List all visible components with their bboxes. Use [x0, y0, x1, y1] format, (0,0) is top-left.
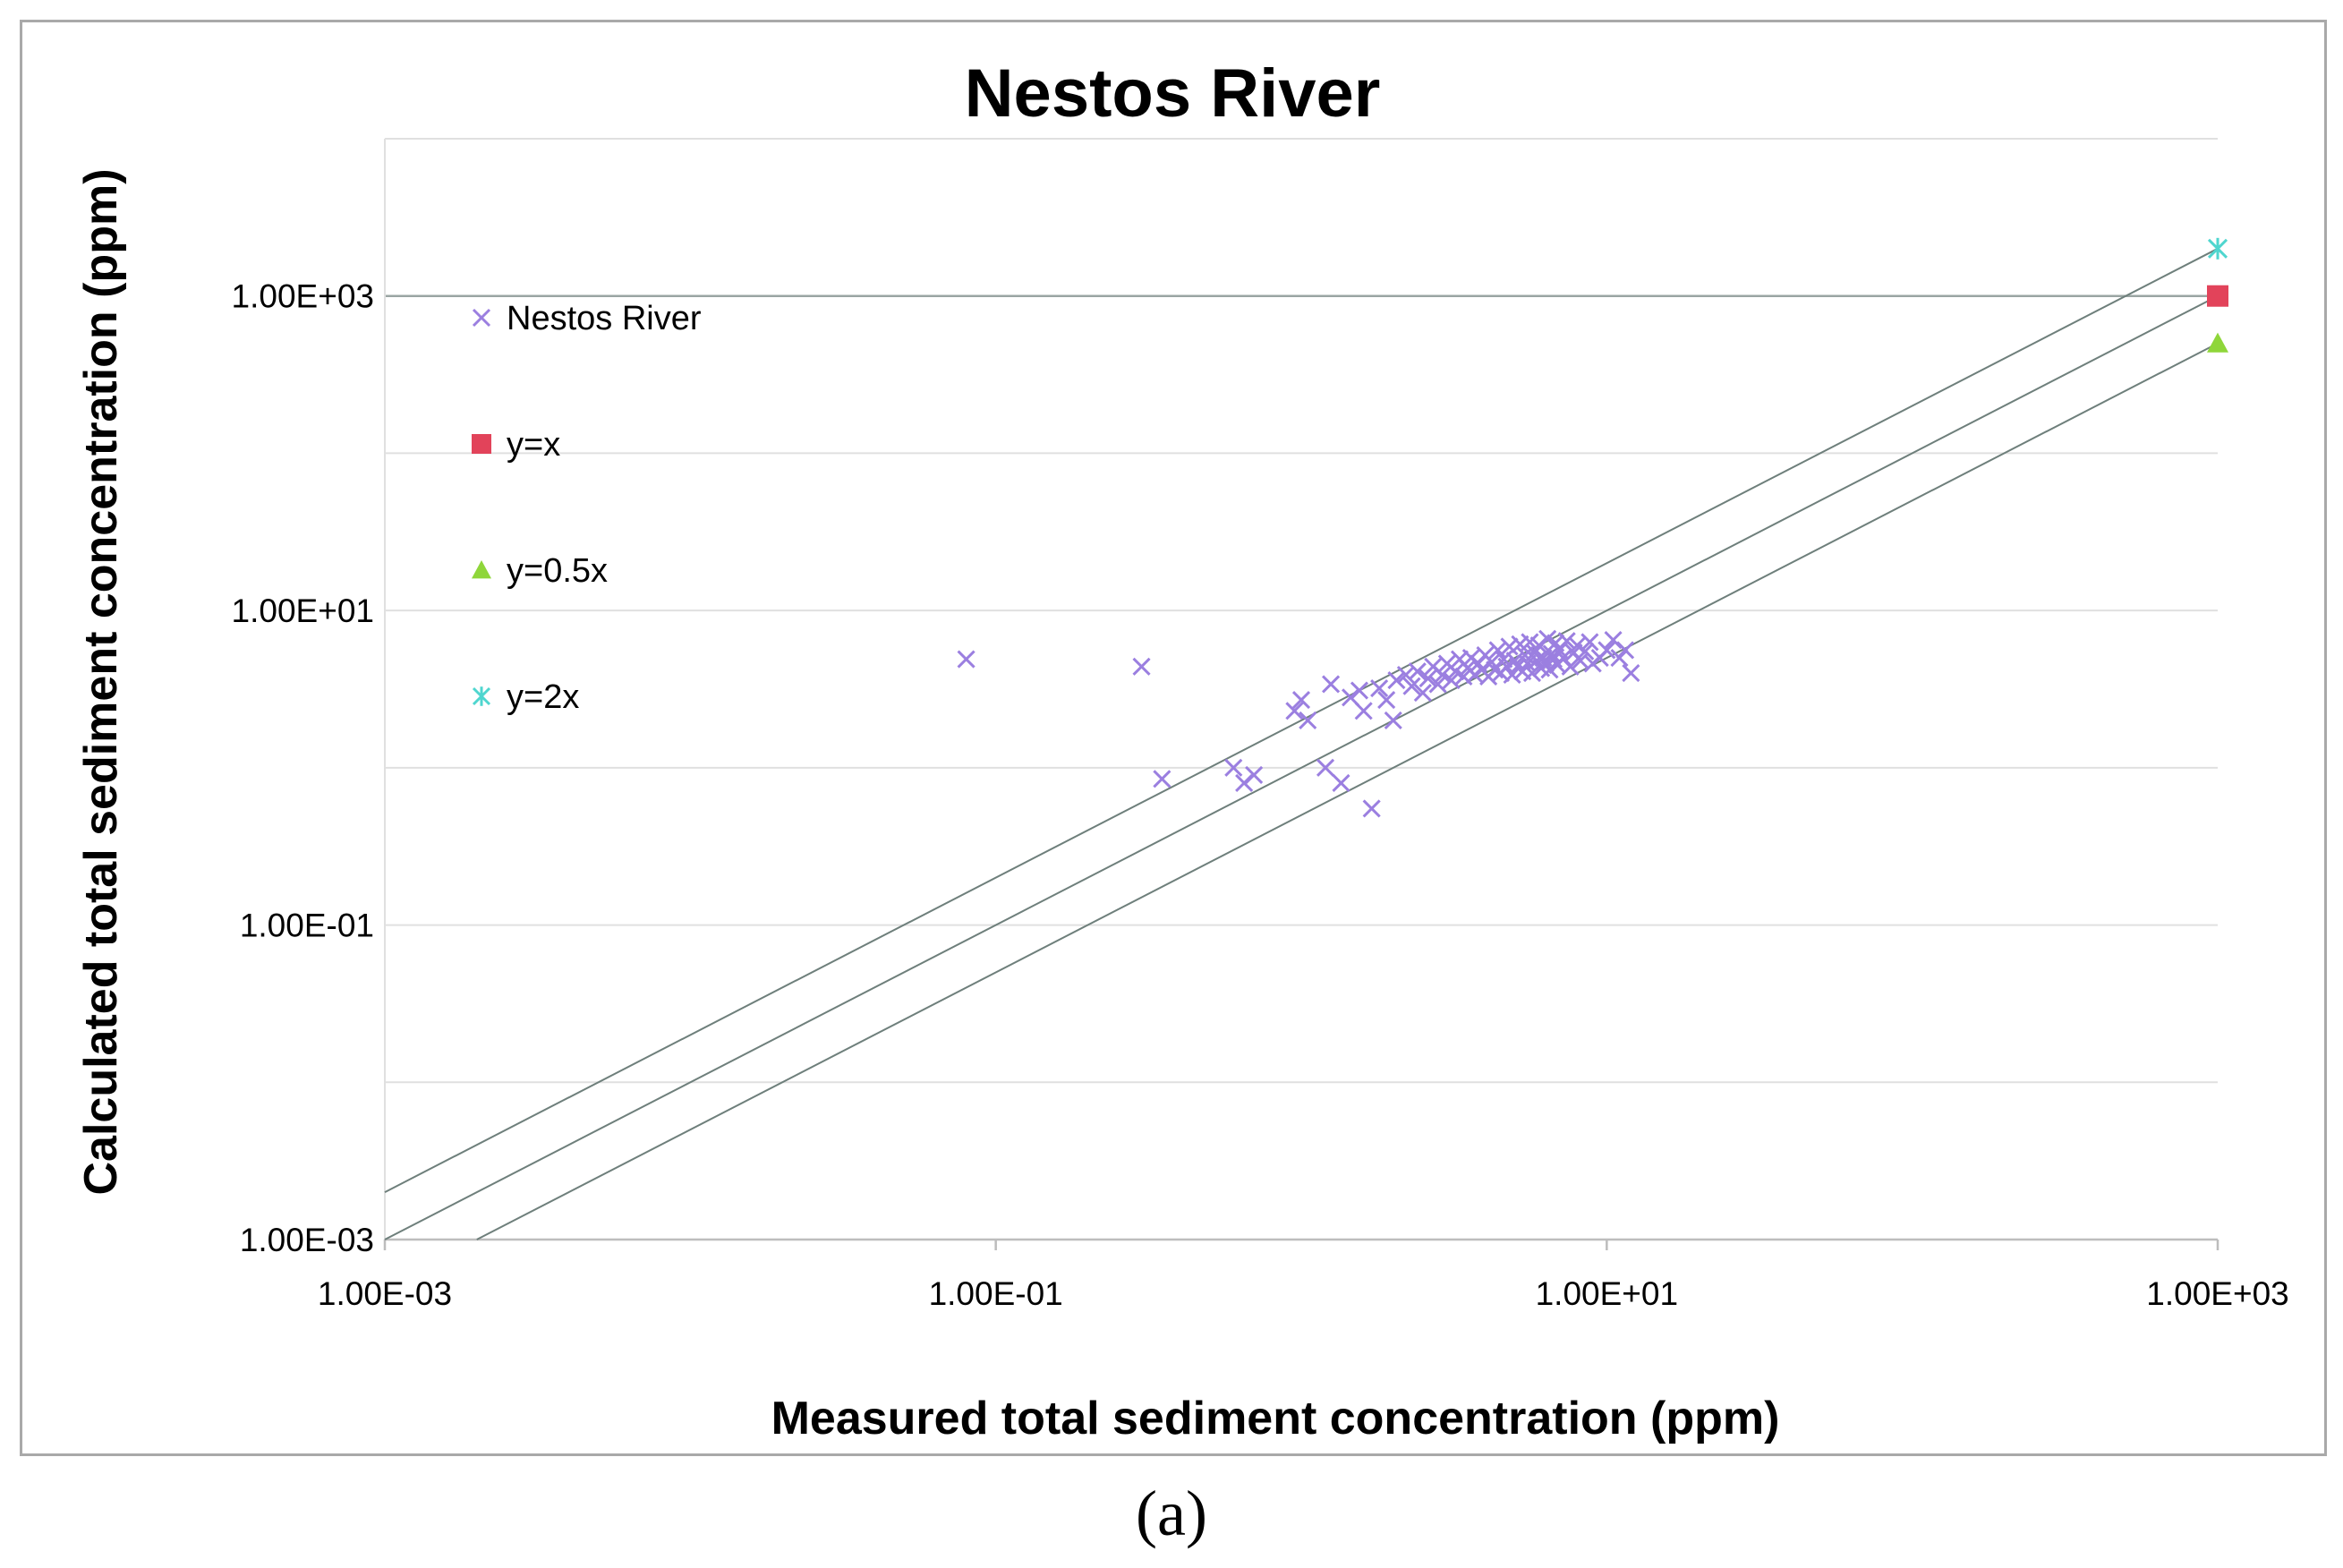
x-tick-label: 1.00E+03: [2146, 1275, 2288, 1312]
data-point: [1529, 636, 1548, 655]
data-point: [1291, 690, 1311, 710]
figure-caption: (a): [1136, 1478, 1207, 1549]
data-point: [1488, 641, 1507, 660]
data-point: [1419, 669, 1437, 688]
legend-item-y-equals-2x: y=2x: [472, 678, 579, 716]
data-point: [1580, 633, 1599, 652]
data-point: [1408, 662, 1427, 681]
data-point: [1598, 641, 1616, 660]
legend: Nestos River y=x y=0.5x y=2x: [472, 300, 702, 716]
marker-y-equals-x: [2207, 285, 2228, 307]
legend-marker: [472, 560, 491, 579]
data-point: [1316, 758, 1335, 777]
legend-marker: [472, 434, 491, 454]
reference-line-y-equals-x: [384, 294, 2219, 1240]
legend-item-nestos-river: Nestos River: [472, 300, 702, 337]
legend-label: y=x: [507, 426, 560, 464]
data-point: [1153, 770, 1172, 788]
data-point: [1615, 641, 1635, 660]
y-tick-label: 1.00E+03: [232, 278, 374, 315]
chart-title: Nestos River: [965, 55, 1381, 132]
data-point: [957, 650, 976, 669]
data-point: [1299, 711, 1317, 730]
data-point: [1387, 671, 1406, 690]
data-point: [1285, 702, 1304, 720]
data-point: [1245, 765, 1264, 784]
legend-label: y=2x: [507, 678, 579, 716]
y-tick-label: 1.00E-03: [240, 1222, 374, 1258]
data-point: [1576, 642, 1595, 660]
data-point: [1362, 799, 1381, 818]
data-point: [1384, 711, 1402, 730]
data-point: [1377, 690, 1396, 710]
data-point: [1224, 758, 1243, 777]
y-axis-title: Calculated total sediment concentration …: [75, 168, 127, 1195]
marker-y-equals-half-x: [2207, 332, 2228, 353]
data-point: [1500, 637, 1519, 656]
legend-marker: [472, 308, 491, 328]
data-point: [1433, 665, 1452, 685]
data-point: [1561, 657, 1580, 676]
data-point: [1428, 675, 1447, 694]
x-axis-title: Measured total sediment concentration (p…: [771, 1393, 1780, 1444]
data-point: [1332, 773, 1350, 792]
legend-label: Nestos River: [507, 300, 702, 337]
data-point: [1622, 664, 1640, 683]
chart-frame: [20, 20, 2327, 1456]
data-point: [1446, 662, 1465, 681]
x-tick-label: 1.00E-03: [318, 1275, 452, 1312]
data-point: [1402, 677, 1421, 695]
legend-item-y-equals-x: y=x: [472, 426, 560, 464]
reference-line-y-equals-2x: [384, 247, 2219, 1193]
data-point: [1442, 671, 1461, 690]
legend-item-y-equals-half-x: y=0.5x: [472, 552, 608, 590]
data-point: [1322, 675, 1341, 694]
data-point: [1354, 702, 1373, 720]
legend-marker: [472, 686, 491, 706]
data-point: [1503, 665, 1521, 685]
reference-lines-layer: [384, 247, 2219, 1240]
marker-y-equals-2x: [2207, 237, 2228, 260]
tick-labels-layer: 1.00E-03 1.00E-01 1.00E+01 1.00E+03 1.00E-03…: [232, 278, 2289, 1312]
data-point: [1350, 681, 1369, 700]
data-point: [1370, 679, 1389, 698]
data-point: [1132, 657, 1151, 676]
y-tick-label: 1.00E+01: [232, 592, 374, 629]
reference-line-y-equals-half-x: [476, 342, 2219, 1240]
data-point: [1413, 683, 1432, 703]
x-tick-label: 1.00E-01: [929, 1275, 1063, 1312]
data-point: [1557, 632, 1576, 651]
data-point: [1396, 665, 1415, 685]
data-point: [1522, 664, 1542, 683]
y-tick-label: 1.00E-01: [240, 908, 374, 944]
legend-label: y=0.5x: [507, 552, 608, 590]
x-tick-label: 1.00E+01: [1536, 1275, 1678, 1312]
data-points-layer: [957, 237, 2228, 818]
